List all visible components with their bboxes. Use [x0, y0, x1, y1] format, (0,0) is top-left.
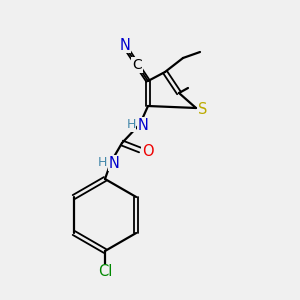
Text: O: O [142, 143, 154, 158]
Text: N: N [109, 155, 119, 170]
Text: H: H [97, 157, 107, 169]
Text: C: C [132, 58, 142, 72]
Text: S: S [198, 101, 208, 116]
Text: N: N [138, 118, 148, 133]
Text: H: H [126, 118, 136, 131]
Text: Cl: Cl [98, 265, 112, 280]
Text: N: N [120, 38, 130, 52]
